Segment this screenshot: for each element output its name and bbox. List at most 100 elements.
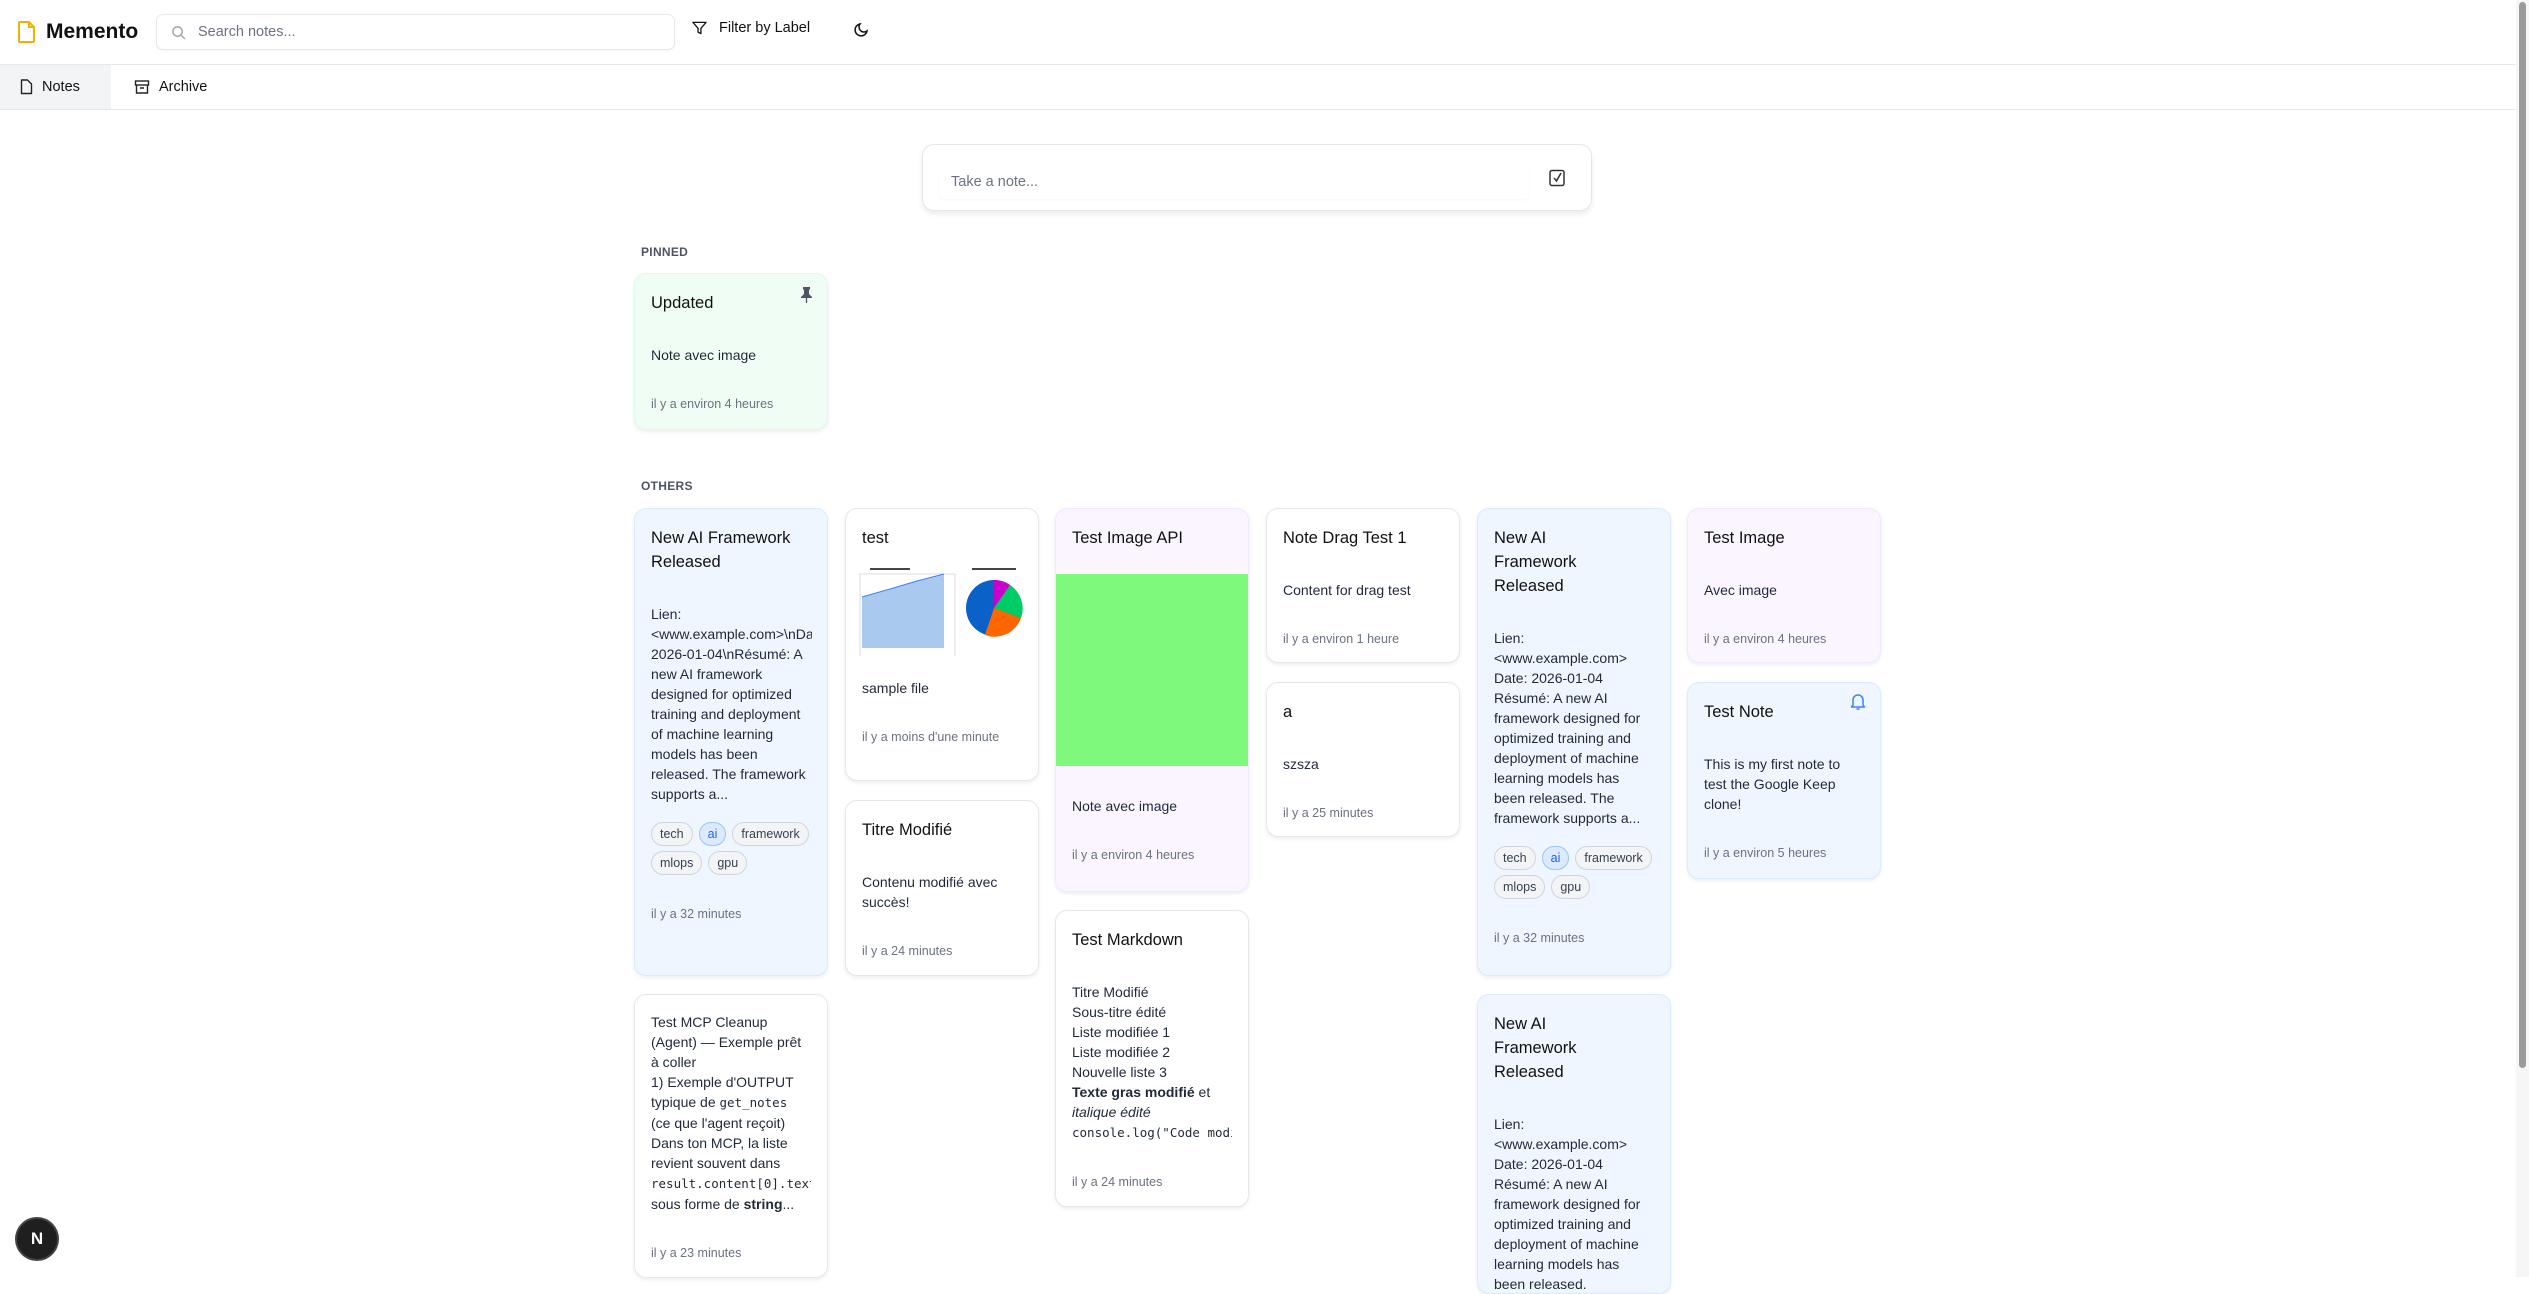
- tag[interactable]: ai: [698, 822, 727, 846]
- note-content: Lien: <www.example.com>\nDate: 2026-01-0…: [651, 606, 812, 802]
- tag[interactable]: framework: [1575, 846, 1652, 870]
- text: Résumé: A new AI framework designed for …: [1494, 690, 1641, 826]
- code: get_notes: [719, 1095, 788, 1110]
- note-content: Titre Modifié Sous-titre édité Liste mod…: [1072, 982, 1232, 1143]
- note-logo-icon: [18, 21, 35, 43]
- pinned-heading: PINNED: [641, 245, 689, 259]
- note-title: Updated: [651, 294, 714, 312]
- note-content: Note avec image: [1072, 798, 1178, 814]
- text: Lien:: [1494, 630, 1525, 646]
- note-title: Test Markdown: [1072, 931, 1183, 949]
- note-card[interactable]: test sample file il y a moins d'une minu…: [845, 508, 1039, 781]
- note-card[interactable]: Updated Note avec image il y a environ 4…: [634, 273, 828, 430]
- bell-icon[interactable]: [1850, 693, 1866, 711]
- take-note-input[interactable]: [951, 174, 1521, 190]
- note-content: Content for drag test: [1283, 582, 1411, 598]
- code: result.content[0].text: [651, 1176, 811, 1191]
- app-logo[interactable]: Memento: [18, 20, 138, 44]
- note-content: Test MCP Cleanup (Agent) — Exemple prêt …: [651, 1012, 811, 1214]
- note-time: il y a environ 5 heures: [1704, 846, 1827, 860]
- text: <www.example.com>: [1494, 1136, 1628, 1152]
- search-box[interactable]: [156, 14, 675, 50]
- note-title: a: [1283, 703, 1293, 721]
- note-time: il y a 32 minutes: [651, 907, 742, 921]
- note-content: Lien: <www.example.com> Date: 2026-01-04…: [1494, 628, 1654, 828]
- bold-text: string: [743, 1196, 783, 1212]
- search-icon: [172, 25, 186, 40]
- tab-bar: Notes Archive: [0, 65, 2516, 110]
- tag[interactable]: gpu: [708, 851, 748, 875]
- note-title: Test Image API: [1072, 529, 1183, 547]
- note-card[interactable]: Titre Modifié Contenu modifié avec succè…: [845, 800, 1039, 976]
- text: Date: 2026-01-04: [1494, 670, 1603, 686]
- app-header: Memento Filter by Label: [0, 0, 2516, 65]
- tag[interactable]: ai: [1541, 846, 1570, 870]
- text: Liste modifiée 1: [1072, 1024, 1171, 1040]
- text: 1) Exemple d'OUTPUT typique de: [651, 1074, 794, 1110]
- scrollbar-thumb[interactable]: [2519, 2, 2526, 1068]
- dev-tools-badge[interactable]: N: [17, 1219, 57, 1259]
- note-title: Titre Modifié: [862, 821, 953, 839]
- tag[interactable]: mlops: [651, 851, 703, 875]
- note-time: il y a moins d'une minute: [862, 730, 1000, 744]
- note-title: New AI Framework Released: [1494, 529, 1577, 595]
- note-title: New AI Framework Released: [1494, 1015, 1577, 1081]
- note-card[interactable]: New AI Framework Released Lien: <www.exa…: [1477, 508, 1671, 976]
- checklist-icon[interactable]: [1549, 169, 1565, 187]
- text: Nouvelle liste 3: [1072, 1064, 1167, 1080]
- note-card[interactable]: Test Note This is my first note to test …: [1687, 682, 1881, 879]
- filter-icon: [692, 21, 707, 35]
- attached-chart-image: [850, 564, 1030, 656]
- tag[interactable]: mlops: [1494, 875, 1546, 899]
- note-card[interactable]: New AI Framework Released Lien: <www.exa…: [1477, 994, 1671, 1294]
- note-title: Test Image: [1704, 529, 1785, 547]
- take-note-field[interactable]: [939, 165, 1529, 199]
- note-time: il y a environ 4 heures: [651, 397, 774, 411]
- italic-text: italique édité: [1072, 1104, 1151, 1120]
- filter-by-label-button[interactable]: Filter by Label: [692, 20, 810, 36]
- tab-notes[interactable]: Notes: [0, 65, 111, 109]
- search-input[interactable]: [198, 24, 638, 40]
- note-card[interactable]: Test MCP Cleanup (Agent) — Exemple prêt …: [634, 994, 828, 1278]
- note-time: il y a 24 minutes: [1072, 1175, 1163, 1189]
- text: <www.example.com>: [1494, 650, 1628, 666]
- pin-icon[interactable]: [800, 286, 813, 304]
- bold-text: Texte gras modifié: [1072, 1084, 1195, 1100]
- note-card[interactable]: Note Drag Test 1 Content for drag test i…: [1266, 508, 1460, 663]
- note-content: sample file: [862, 680, 929, 696]
- tag[interactable]: tech: [651, 822, 693, 846]
- note-title: test: [862, 529, 889, 547]
- note-content: Avec image: [1704, 582, 1777, 598]
- note-card[interactable]: Test Markdown Titre Modifié Sous-titre é…: [1055, 910, 1249, 1207]
- note-card[interactable]: Test Image API Note avec image il y a en…: [1055, 508, 1249, 892]
- note-card[interactable]: New AI Framework Released Lien: <www.exa…: [634, 508, 828, 976]
- note-time: il y a environ 4 heures: [1072, 848, 1195, 862]
- note-time: il y a environ 1 heure: [1283, 632, 1400, 646]
- tag[interactable]: gpu: [1551, 875, 1591, 899]
- note-composer[interactable]: [922, 144, 1592, 211]
- text: Test MCP Cleanup (Agent) — Exemple prêt …: [651, 1014, 802, 1070]
- text: sous forme de: [651, 1196, 744, 1212]
- note-card[interactable]: Test Image Avec image il y a environ 4 h…: [1687, 508, 1881, 663]
- page-scrollbar[interactable]: [2516, 0, 2529, 1277]
- note-content: Contenu modifié avec succès!: [862, 874, 998, 910]
- moon-icon[interactable]: [851, 22, 869, 40]
- file-icon: [20, 79, 33, 95]
- note-content: Lien: <www.example.com> Date: 2026-01-04…: [1494, 1114, 1654, 1293]
- text: Date: 2026-01-04: [1494, 1156, 1603, 1172]
- tab-archive[interactable]: Archive: [114, 65, 227, 109]
- text: Résumé: A new AI framework designed for …: [1494, 1176, 1641, 1292]
- note-time: il y a 32 minutes: [1494, 931, 1585, 945]
- attached-image: [1056, 574, 1248, 766]
- note-time: il y a 24 minutes: [862, 944, 953, 958]
- app-title: Memento: [46, 20, 139, 43]
- tag[interactable]: tech: [1494, 846, 1536, 870]
- tab-label: Notes: [42, 79, 80, 95]
- text: Sous-titre édité: [1072, 1004, 1167, 1020]
- note-card[interactable]: a szsza il y a 25 minutes: [1266, 682, 1460, 837]
- note-title: New AI Framework Released: [651, 529, 791, 571]
- text: ...: [782, 1196, 795, 1212]
- tag[interactable]: framework: [732, 822, 809, 846]
- note-content: This is my first note to test the Google…: [1704, 756, 1841, 812]
- archive-icon: [134, 80, 150, 94]
